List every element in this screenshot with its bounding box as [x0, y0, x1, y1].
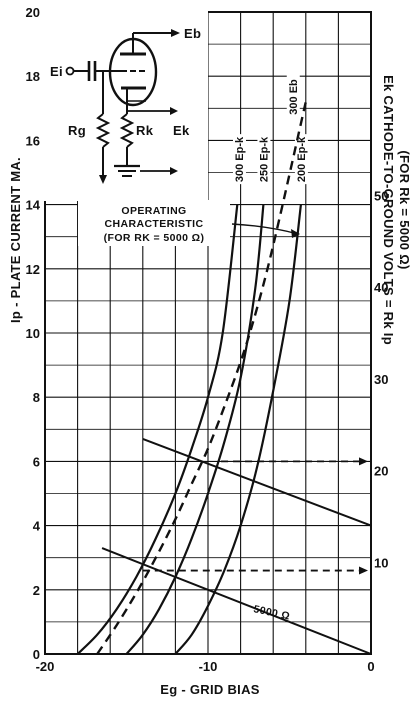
label-ek: Ek	[173, 123, 190, 138]
curve-250-ep-k	[125, 204, 265, 655]
curve-label-bg	[286, 66, 300, 117]
x-tick-label: 0	[367, 659, 374, 674]
y2-tick-label: 40	[374, 280, 388, 295]
annotation-bg	[78, 200, 230, 246]
curve-label-bg	[294, 134, 308, 185]
y2-tick-label: 10	[374, 555, 388, 570]
y2-tick-label: 50	[374, 188, 388, 203]
x-tick-label: -10	[199, 659, 218, 674]
label-ei: Ei	[50, 64, 63, 79]
curve-label-300-eb: 300 Eb	[288, 79, 300, 115]
annotation-arrowhead	[291, 229, 300, 238]
y-tick-label: 4	[33, 519, 41, 534]
y-tick-label: 6	[33, 454, 40, 469]
load-lines	[101, 437, 372, 655]
cathode-resistor	[119, 113, 135, 148]
y-tick-label: 0	[33, 647, 40, 662]
y-tick-label: 10	[26, 326, 40, 341]
y-tick-label: 14	[26, 198, 41, 213]
y2-axis-sublabel: (FOR Rk = 5000 Ω)	[397, 150, 412, 269]
curve-label-bg	[232, 134, 246, 185]
y-tick-label: 20	[26, 5, 40, 20]
grid-resistor	[95, 113, 111, 148]
curve-label-250-ep-k: 250 Ep-k	[258, 136, 270, 182]
annotation-arrow	[231, 223, 299, 235]
curve-300-ep-k	[76, 204, 239, 655]
y-axis-label: Ip - PLATE CURRENT MA.	[8, 157, 23, 323]
curves: 300 Ep-k 250 Ep-k 200 Ep-k 300 Eb	[76, 66, 308, 655]
label-rg: Rg	[68, 123, 86, 138]
y-tick-label: 12	[26, 262, 40, 277]
tick-labels: 0 2 4 6 8 10 12 14 16 18 20 -20 -10 0 10 20 30 40 50	[26, 5, 389, 674]
y-tick-label: 18	[26, 69, 40, 84]
y2-axis-label: Ek CATHODE-TO-GROUND VOLTS = Rk Ip	[381, 75, 396, 345]
tube-schematic: Eb Ei Rg Rk Ek	[40, 11, 208, 201]
y2-tick-label: 20	[374, 464, 388, 479]
schematic-bg	[40, 11, 208, 201]
annotation-line-1: OPERATING	[121, 205, 186, 217]
curve-label-200-ep-k: 200 Ep-k	[296, 136, 308, 182]
load-line-2	[142, 437, 372, 527]
curve-label-300-ep-k: 300 Ep-k	[234, 136, 246, 182]
projection-arrowhead-2	[359, 566, 368, 575]
x-tick-label: -20	[36, 659, 55, 674]
curve-300-eb	[96, 101, 307, 655]
y-tick-label: 2	[33, 583, 40, 598]
label-eb: Eb	[184, 26, 201, 41]
curve-label-bg	[257, 134, 271, 185]
projections	[142, 457, 368, 575]
y2-tick-label: 30	[374, 372, 388, 387]
y-tick-label: 16	[26, 133, 40, 148]
y-tick-label: 8	[33, 390, 40, 405]
curve-200-ep-k	[174, 204, 302, 655]
load-line-label: 5000 Ω	[252, 603, 291, 622]
annotation-line-3: (FOR RK = 5000 Ω)	[104, 232, 205, 244]
x-axis-label: Eg - GRID BIAS	[160, 682, 260, 697]
annotation-line-2: CHARACTERISTIC	[105, 218, 204, 230]
load-line-1	[101, 547, 372, 655]
projection-arrowhead-1	[359, 457, 368, 466]
operating-annotation: OPERATING CHARACTERISTIC (FOR RK = 5000 …	[78, 200, 300, 246]
label-rk: Rk	[136, 123, 154, 138]
